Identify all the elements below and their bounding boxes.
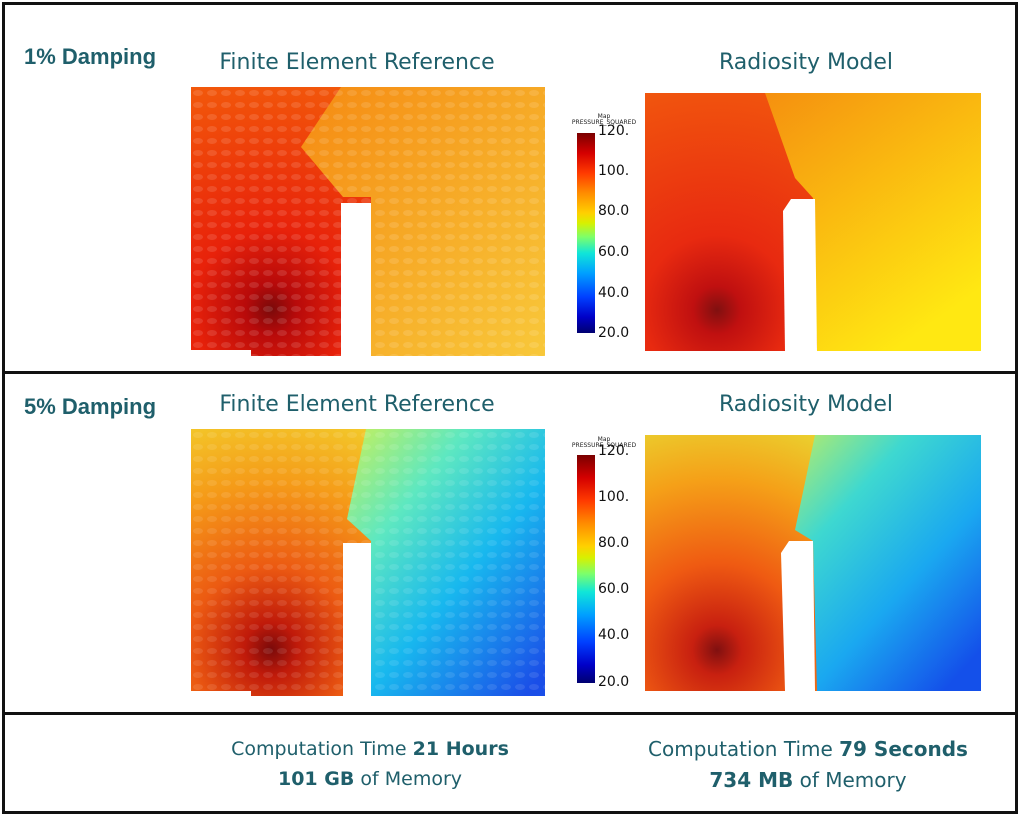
colorbar-subtitle-1: PRESSURE_SQUARED [571, 119, 637, 126]
damping-label-1: 1% Damping [24, 44, 157, 69]
rad-field-1 [645, 93, 981, 351]
rad-mem-suffix: of Memory [799, 768, 907, 792]
row-divider-2 [2, 712, 1018, 715]
tick-2-2: 80.0 [598, 535, 630, 551]
rad-title-2: Radiosity Model [718, 392, 894, 417]
tick-1-2: 80.0 [598, 203, 630, 219]
fe-field-2 [191, 429, 545, 696]
rad-title-1: Radiosity Model [718, 50, 894, 75]
fe-computation-time: Computation Time 21 Hours [190, 738, 550, 760]
fe-mem-value: 101 GB [277, 768, 355, 790]
damping-label-2: 5% Damping [24, 394, 157, 419]
tick-2-1: 100. [598, 489, 630, 505]
fe-field-1 [191, 87, 545, 356]
colorbar-subtitle-2: PRESSURE_SQUARED [571, 442, 637, 449]
tick-2-0: 120. [598, 443, 630, 459]
tick-1-3: 60.0 [598, 244, 630, 260]
rad-time-prefix: Computation Time [648, 737, 833, 761]
colorbar-title-2: Map [597, 436, 611, 443]
rad-mem-value: 734 MB [709, 768, 794, 792]
fe-title-2: Finite Element Reference [219, 392, 495, 417]
tick-1-5: 20.0 [598, 325, 630, 341]
tick-1-0: 120. [598, 123, 630, 139]
fe-time-value: 21 Hours [412, 738, 509, 760]
fe-memory: 101 GB of Memory [190, 768, 550, 790]
tick-2-3: 60.0 [598, 581, 630, 597]
fe-mem-suffix: of Memory [360, 768, 463, 790]
fe-title-1: Finite Element Reference [219, 50, 495, 75]
rad-memory: 734 MB of Memory [618, 768, 998, 792]
colorbar-2 [577, 455, 595, 683]
rad-field-2 [645, 435, 981, 691]
tick-2-4: 40.0 [598, 627, 630, 643]
tick-1-1: 100. [598, 163, 630, 179]
colorbar-1 [577, 133, 595, 333]
rad-computation-time: Computation Time 79 Seconds [618, 737, 998, 761]
rad-time-value: 79 Seconds [839, 737, 968, 761]
tick-2-5: 20.0 [598, 674, 630, 690]
fe-time-prefix: Computation Time [231, 738, 407, 760]
colorbar-title-1: Map [597, 113, 611, 120]
tick-1-4: 40.0 [598, 285, 630, 301]
row-divider-1 [2, 371, 1018, 374]
